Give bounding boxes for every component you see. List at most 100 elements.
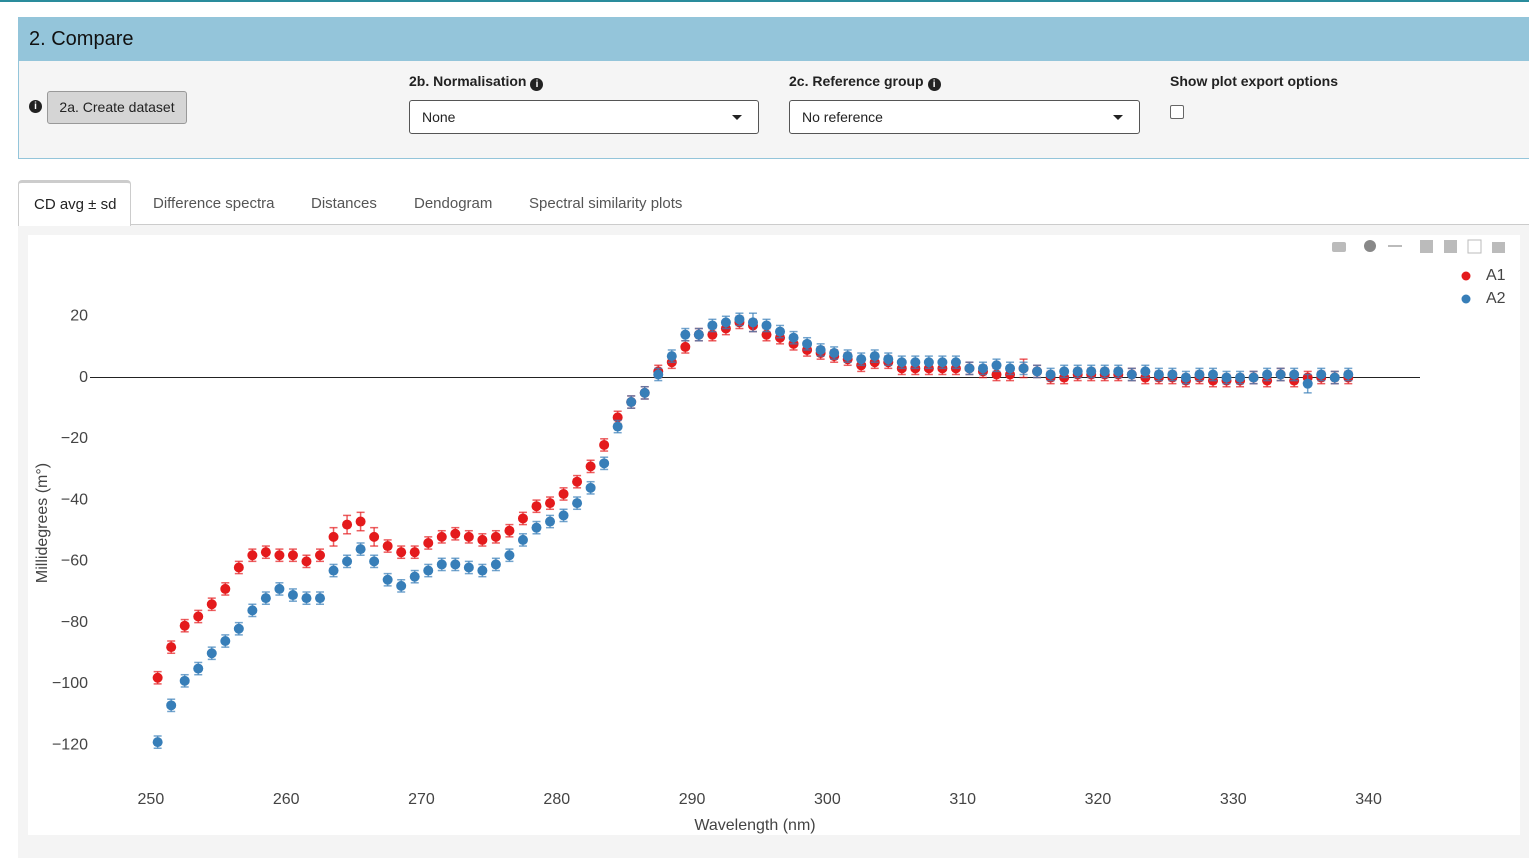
tab[interactable]: Difference spectra — [153, 195, 275, 212]
normalisation-select[interactable]: None — [409, 100, 759, 134]
point — [1126, 369, 1137, 380]
point — [504, 550, 515, 561]
modebar — [1332, 239, 1505, 254]
point — [287, 590, 298, 601]
modebar-reset[interactable] — [1492, 242, 1505, 253]
x-tick-label: 260 — [273, 791, 300, 808]
legend-marker — [1461, 294, 1471, 304]
point — [626, 397, 637, 408]
top-border — [0, 0, 1529, 2]
point — [315, 550, 326, 561]
point — [1045, 369, 1056, 380]
point — [463, 562, 474, 573]
point — [233, 562, 244, 573]
point — [423, 565, 434, 576]
point — [274, 583, 285, 594]
x-tick-label: 320 — [1085, 791, 1112, 808]
point — [558, 510, 569, 521]
legend-label: A1 — [1486, 267, 1506, 284]
point — [274, 550, 285, 561]
point — [328, 565, 339, 576]
point — [396, 580, 407, 591]
chart: Wavelength (nm) Millidegrees (m°) −120 −1… — [28, 235, 1520, 835]
point — [342, 519, 353, 530]
point — [477, 534, 488, 545]
point — [1207, 369, 1218, 380]
point — [220, 636, 231, 647]
export-checkbox[interactable] — [1170, 105, 1184, 119]
point — [977, 363, 988, 374]
info-icon[interactable]: i — [29, 100, 42, 113]
point — [179, 675, 190, 686]
modebar-autoscale[interactable] — [1467, 239, 1482, 254]
point — [260, 547, 271, 558]
point — [1329, 372, 1340, 383]
tab[interactable]: Spectral similarity plots — [529, 195, 683, 212]
modebar-zoom-in[interactable] — [1420, 240, 1433, 253]
point — [1289, 369, 1300, 380]
chart-background — [28, 235, 1520, 835]
tab-bar: CD avg ± sd Difference spectra Distances… — [18, 180, 1529, 226]
tab[interactable]: Distances — [311, 195, 377, 212]
point — [220, 583, 231, 594]
point — [247, 550, 258, 561]
point — [382, 541, 393, 552]
x-tick-label: 340 — [1355, 791, 1382, 808]
export-label: Show plot export options — [1170, 73, 1338, 89]
point — [450, 528, 461, 539]
point — [775, 326, 786, 337]
modebar-camera[interactable] — [1332, 242, 1346, 252]
point — [883, 354, 894, 365]
modebar-pan[interactable] — [1388, 245, 1402, 247]
info-icon[interactable]: i — [927, 78, 941, 91]
point — [409, 571, 420, 582]
point — [829, 348, 840, 359]
point — [436, 559, 447, 570]
point — [680, 341, 691, 352]
info-icon[interactable]: i — [530, 78, 544, 91]
point — [612, 421, 623, 432]
point — [1005, 363, 1016, 374]
point — [342, 556, 353, 567]
point — [1343, 369, 1354, 380]
point — [1153, 369, 1164, 380]
y-tick-label: −100 — [52, 675, 88, 692]
point — [287, 550, 298, 561]
point — [937, 357, 948, 368]
point — [1180, 372, 1191, 383]
point — [599, 458, 610, 469]
point — [1099, 366, 1110, 377]
point — [1113, 366, 1124, 377]
point — [910, 357, 921, 368]
point — [206, 599, 217, 610]
x-tick-label: 250 — [138, 791, 165, 808]
y-axis-title: Millidegrees (m°) — [34, 463, 51, 583]
tab[interactable]: CD avg ± sd — [18, 180, 131, 226]
point — [233, 623, 244, 634]
point — [653, 369, 664, 380]
point — [450, 559, 461, 570]
point — [693, 329, 704, 340]
point — [585, 482, 596, 493]
point — [558, 488, 569, 499]
create-button[interactable]: 2a. Create dataset — [47, 91, 187, 124]
point — [369, 556, 380, 567]
modebar-zoom-out[interactable] — [1444, 240, 1457, 253]
legend-label: A2 — [1486, 290, 1506, 307]
point — [788, 332, 799, 343]
point — [355, 516, 366, 527]
point — [355, 544, 366, 555]
modebar-zoom[interactable] — [1364, 240, 1376, 252]
reference-label: 2c. Reference group i — [789, 73, 941, 91]
point — [1275, 369, 1286, 380]
point — [193, 663, 204, 674]
y-tick-label: 0 — [79, 369, 88, 386]
point — [1140, 366, 1151, 377]
tab[interactable]: Dendogram — [414, 195, 493, 212]
reference-select[interactable]: No reference — [789, 100, 1140, 134]
point — [734, 314, 745, 325]
point — [747, 317, 758, 328]
y-tick-label: −80 — [61, 614, 88, 631]
label-text: 2b. Normalisation — [409, 73, 527, 89]
